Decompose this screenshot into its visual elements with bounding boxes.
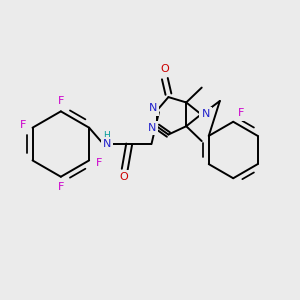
Text: F: F bbox=[95, 158, 102, 168]
Text: N: N bbox=[201, 109, 210, 119]
Text: O: O bbox=[119, 172, 128, 182]
Text: H: H bbox=[103, 131, 110, 140]
Text: O: O bbox=[160, 64, 169, 74]
Text: N: N bbox=[149, 103, 157, 113]
Text: F: F bbox=[238, 108, 245, 118]
Text: F: F bbox=[58, 182, 64, 192]
Text: F: F bbox=[20, 120, 26, 130]
Text: N: N bbox=[148, 123, 156, 133]
Text: N: N bbox=[103, 139, 111, 149]
Text: F: F bbox=[58, 96, 64, 106]
